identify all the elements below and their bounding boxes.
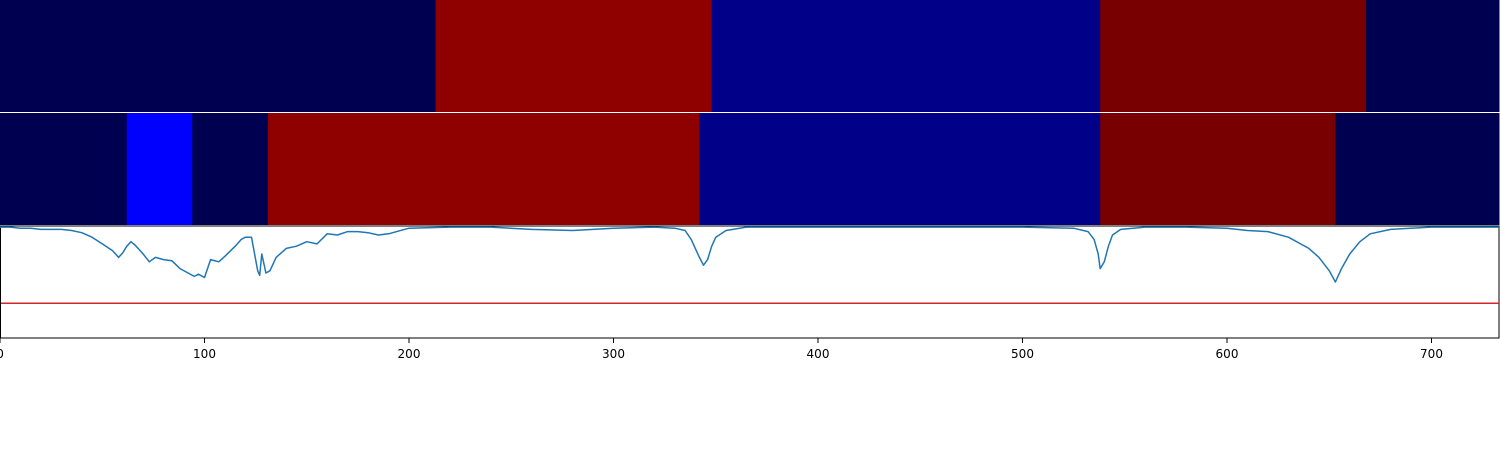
heatmap-segment-middle-5 (699, 113, 1101, 225)
heatmap-segment-top-3 (711, 0, 1101, 112)
line-plot-panel (0, 225, 1500, 339)
heatmap-segment-top-2 (435, 0, 713, 112)
x-tick-label-400: 400 (807, 347, 830, 361)
heatmap-segment-middle-1 (0, 113, 128, 225)
heatmap-segment-middle-4 (267, 113, 700, 225)
heatmap-segment-top-4 (1100, 0, 1367, 112)
series-line (0, 226, 1499, 283)
x-tick-label-500: 500 (1011, 347, 1034, 361)
heatmap-segment-top-5 (1366, 0, 1500, 112)
heatmap-segment-middle-6 (1100, 113, 1336, 225)
x-tick-label-700: 700 (1420, 347, 1443, 361)
x-tick-label-0: 0 (0, 347, 4, 361)
line-plot-frame (0, 225, 1500, 339)
heatmap-band-middle (0, 113, 1500, 225)
x-tick-label-100: 100 (193, 347, 216, 361)
heatmap-segment-middle-7 (1335, 113, 1500, 225)
x-tick-label-200: 200 (398, 347, 421, 361)
x-axis: 0 100 200 300 400 500 600 700 (0, 338, 1443, 361)
heatmap-segment-middle-2 (126, 113, 193, 225)
x-tick-label-300: 300 (602, 347, 625, 361)
heatmap-segment-middle-3 (192, 113, 269, 225)
x-tick-label-600: 600 (1216, 347, 1239, 361)
heatmap-band-top (0, 0, 1500, 113)
heatmap-segment-top-1 (0, 0, 437, 112)
